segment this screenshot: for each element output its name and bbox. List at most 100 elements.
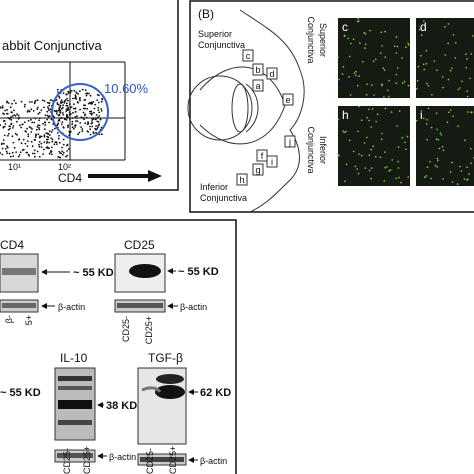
speck — [397, 146, 400, 148]
dot — [46, 101, 49, 104]
dot — [65, 102, 68, 105]
dot — [43, 148, 45, 151]
speck — [349, 55, 351, 58]
dot — [1, 153, 4, 156]
dot — [43, 134, 46, 137]
dot — [48, 102, 51, 104]
dot — [58, 95, 60, 98]
dot — [86, 92, 88, 95]
speck — [350, 42, 352, 45]
site-label: c — [246, 51, 251, 61]
speck — [433, 60, 436, 62]
dot — [15, 102, 17, 105]
speck — [357, 84, 359, 87]
dot — [89, 102, 92, 105]
dot — [1, 142, 3, 145]
dot — [50, 137, 53, 140]
dot — [89, 128, 92, 131]
speck — [420, 55, 422, 57]
dot — [67, 126, 69, 128]
dot — [59, 111, 62, 114]
dot — [72, 97, 74, 100]
control: β-actin — [180, 302, 207, 312]
speck — [342, 130, 344, 132]
dot — [65, 155, 67, 158]
speck — [338, 78, 340, 81]
dot — [48, 141, 51, 144]
dot — [38, 145, 41, 148]
speck — [395, 52, 398, 54]
dot — [62, 143, 65, 146]
dot — [31, 152, 34, 155]
speck — [407, 84, 410, 87]
dot — [34, 136, 37, 139]
dot — [57, 104, 60, 106]
speck — [406, 135, 409, 138]
speck — [376, 113, 379, 115]
speck — [423, 68, 426, 71]
speck — [465, 67, 468, 69]
dot — [100, 133, 103, 136]
speck — [469, 77, 471, 80]
dot — [95, 129, 97, 131]
dot — [56, 132, 59, 134]
dot — [9, 155, 12, 158]
dot — [17, 155, 20, 158]
dot — [72, 111, 74, 114]
dot — [4, 123, 7, 125]
dot — [45, 142, 48, 144]
dot — [66, 97, 68, 100]
dot — [60, 99, 63, 101]
dot — [98, 94, 100, 97]
speck — [381, 84, 383, 87]
dot — [6, 112, 8, 115]
speck — [417, 65, 420, 68]
dot — [64, 99, 67, 101]
size: 62 KD — [200, 387, 231, 399]
dot — [72, 127, 75, 130]
speck — [369, 29, 371, 32]
dot — [2, 126, 5, 128]
dot — [66, 154, 69, 157]
dot — [50, 146, 53, 149]
dot — [78, 98, 81, 100]
speck — [379, 52, 382, 54]
speck — [471, 35, 474, 37]
dot — [4, 109, 6, 112]
dot — [16, 134, 18, 136]
dot — [54, 127, 56, 130]
dot — [40, 109, 43, 112]
speck — [415, 119, 418, 122]
speck — [371, 108, 374, 110]
site-label: g — [255, 165, 260, 175]
speck — [407, 176, 410, 178]
dot — [59, 104, 62, 107]
dot — [70, 90, 73, 92]
dot — [60, 107, 63, 110]
dot — [60, 101, 62, 104]
micrograph — [338, 18, 410, 98]
speck — [381, 138, 383, 140]
speck — [467, 111, 469, 113]
speck — [379, 156, 382, 158]
site-box — [242, 49, 254, 62]
speck — [452, 115, 455, 118]
dot — [38, 111, 41, 114]
micrograph — [416, 18, 474, 98]
speck — [356, 168, 359, 170]
site-box — [252, 79, 264, 92]
dot — [74, 124, 77, 126]
dot — [79, 122, 82, 124]
axis-label: CD4 — [58, 171, 82, 185]
marker: CD4 — [0, 238, 24, 252]
speck — [446, 121, 449, 124]
dot — [19, 124, 21, 127]
speck — [454, 57, 457, 59]
speck — [360, 119, 363, 121]
dot — [28, 110, 31, 113]
dot — [93, 107, 96, 110]
dot — [56, 88, 59, 91]
image-label: c — [342, 20, 348, 34]
dot — [53, 143, 56, 146]
dot — [10, 111, 13, 113]
